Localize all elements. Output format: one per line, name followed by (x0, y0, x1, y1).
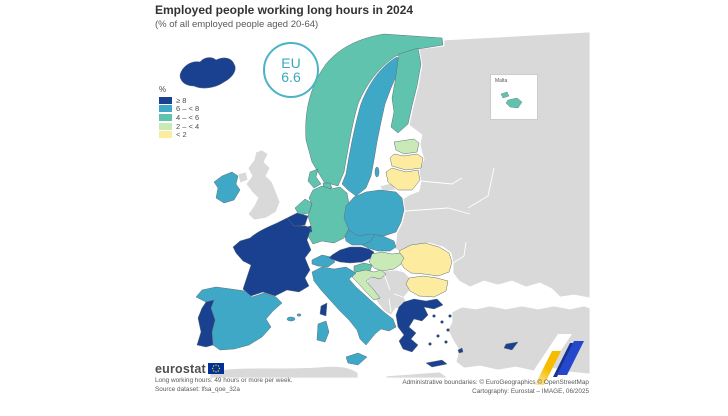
country-poland (343, 189, 405, 237)
legend-item: 4 – < 6 (159, 113, 199, 122)
country-portugal (196, 299, 216, 348)
legend-swatch (159, 122, 172, 130)
country-finland (390, 47, 422, 134)
island-gotland (374, 166, 380, 178)
region-uk (245, 149, 281, 221)
country-cyprus (503, 341, 519, 351)
page-subtitle: (% of all employed people aged 20-64) (155, 19, 319, 30)
country-greece (395, 298, 444, 353)
island-sardinia (316, 320, 330, 343)
country-bulgaria (405, 275, 449, 298)
greek-island (448, 314, 452, 318)
region-north-africa-east (385, 371, 449, 379)
footer-right: Administrative boundaries: © EuroGeograp… (402, 379, 589, 396)
footer-boundaries-credit: Administrative boundaries: © EuroGeograp… (402, 379, 589, 386)
country-lithuania (385, 167, 421, 191)
island-mallorca (286, 316, 296, 322)
data-countries (179, 33, 519, 368)
island-sicily (345, 352, 368, 366)
country-iceland (179, 57, 236, 89)
island-crete (425, 359, 448, 368)
country-italy (311, 266, 397, 346)
legend-unit: % (159, 85, 167, 94)
island-malta (505, 97, 523, 109)
eu-badge-value: 6.6 (281, 68, 301, 85)
country-slovakia (361, 233, 397, 252)
no-data-borders (383, 167, 495, 313)
region-northern-ireland (237, 171, 249, 184)
yellow-ribbon (535, 351, 561, 385)
country-denmark (307, 168, 322, 189)
island-menorca (296, 313, 302, 317)
footer-note-line2: Source dataset: lfsa_qoe_32a (155, 385, 240, 393)
greek-island (436, 334, 440, 338)
eu-flag-icon (207, 363, 224, 374)
country-austria (328, 246, 375, 264)
greek-island (446, 328, 450, 332)
legend-label: 2 – < 4 (176, 121, 200, 131)
legend-item: < 2 (159, 130, 199, 139)
page-title: Employed people working long hours in 20… (155, 3, 414, 17)
legend-label: 4 – < 6 (176, 112, 200, 122)
legend-swatch (159, 96, 172, 104)
legend-swatch (159, 131, 172, 139)
greek-island (428, 342, 432, 346)
eurostat-logo-text: eurostat (155, 361, 206, 376)
malta-inset-label: Malta (495, 78, 508, 84)
country-hungary (368, 251, 405, 272)
greek-island (444, 340, 448, 344)
country-estonia (393, 138, 420, 155)
legend-item: 2 – < 4 (159, 122, 199, 131)
footer-note: Long working hours: 49 hours or more per… (155, 377, 292, 394)
legend-label: < 2 (176, 130, 187, 140)
country-ireland (213, 171, 241, 204)
country-germany (307, 185, 350, 245)
legend-item: 6 – < 8 (159, 104, 200, 114)
country-croatia (351, 269, 387, 301)
country-romania (398, 242, 453, 277)
malta-inset-map (500, 91, 523, 109)
blue-ribbon (557, 341, 584, 375)
legend-label: 6 – < 8 (176, 104, 200, 114)
legend-item: ≥ 8 (159, 96, 199, 105)
region-east-europe (394, 31, 591, 299)
country-latvia (389, 153, 424, 171)
island-gozo (500, 91, 510, 99)
island-corsica (319, 302, 328, 317)
greek-island (432, 314, 436, 318)
eu-badge-label: EU (281, 54, 301, 71)
country-sweden (341, 56, 404, 197)
eurostat-logo: eurostat (155, 361, 292, 376)
greek-island (440, 320, 444, 324)
footer-cartography-credit: Cartography: Eurostat – IMAGE, 06/2025 (472, 387, 589, 395)
legend-label: ≥ 8 (176, 95, 187, 105)
corner-decoration (522, 334, 584, 388)
island-rhodes (457, 347, 464, 354)
eu-average-badge: EU 6.6 (263, 42, 319, 98)
country-france (232, 217, 312, 297)
footer-note-line1: Long working hours: 49 hours or more per… (155, 377, 293, 384)
malta-inset: Malta (490, 74, 538, 120)
legend-swatch (159, 113, 172, 121)
footer-left: eurostat Long working hours: 49 hours or… (155, 362, 292, 394)
region-north-africa (209, 365, 359, 379)
legend-swatch (159, 105, 172, 113)
map-legend: % ≥ 8 6 – < 8 4 – < 6 2 – < 4 < 2 (159, 85, 199, 139)
